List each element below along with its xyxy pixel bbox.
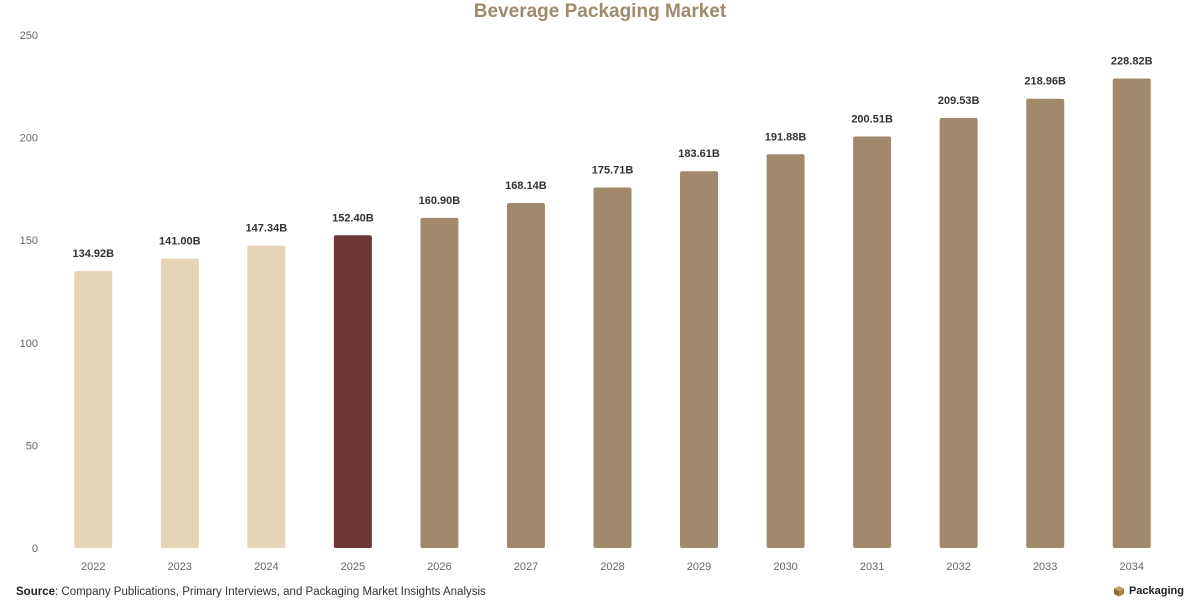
data-label: 209.53B [938,95,980,107]
chart-title: Beverage Packaging Market [473,1,727,22]
data-label: 200.51B [851,114,893,126]
data-label: 175.71B [592,164,634,176]
x-tick-label: 2032 [946,561,970,573]
data-label: 191.88B [765,131,807,143]
data-label: 168.14B [505,180,547,192]
x-tick-label: 2033 [1033,561,1057,573]
x-tick-label: 2030 [773,561,797,573]
data-label: 147.34B [246,223,288,235]
y-tick-label: 100 [20,338,38,350]
x-tick-label: 2022 [81,561,105,573]
x-tick-label: 2026 [427,561,451,573]
data-label: 183.61B [678,148,720,160]
data-label: 218.96B [1024,76,1066,88]
y-tick-label: 250 [20,30,38,42]
bar-2034 [1112,78,1151,548]
bar-2028 [593,187,632,548]
source-text: : Company Publications, Primary Intervie… [55,586,486,598]
data-label: 141.00B [159,236,201,248]
x-tick-label: 2023 [168,561,192,573]
y-tick-label: 150 [20,235,38,247]
x-tick-label: 2028 [600,561,624,573]
y-tick-label: 50 [26,440,38,452]
bar-2027 [506,202,545,548]
bar-2031 [853,136,892,549]
data-label: 134.92B [72,248,114,260]
x-tick-label: 2029 [687,561,711,573]
bar-2026 [420,217,459,549]
x-tick-label: 2031 [860,561,884,573]
bar-2029 [680,171,719,548]
bar-chart: 0 50 100 150 200 250 134.92B 2022 141.00B 2023 147… [20,30,1153,573]
y-tick-label: 200 [20,133,38,145]
bar-2022 [74,271,113,548]
data-label: 152.40B [332,212,374,224]
bar-2030 [766,154,805,548]
bar-2024 [247,245,286,548]
bar-2033 [1026,98,1065,548]
source-label: Source [16,586,55,598]
packaging-box-icon [1113,586,1124,597]
data-label: 228.82B [1111,55,1153,67]
x-tick-label: 2024 [254,561,278,573]
bar-2032 [939,118,978,549]
brand-name: Packaging [1128,585,1184,597]
x-tick-label: 2034 [1119,561,1143,573]
y-tick-label: 0 [32,543,38,555]
data-label: 160.90B [419,195,461,207]
x-tick-label: 2027 [514,561,538,573]
source-note: Source: Company Publications, Primary In… [16,586,486,598]
brand-logo-block: Packaging [1113,585,1184,597]
bar-2025 [333,235,372,548]
x-tick-label: 2025 [341,561,365,573]
bar-2023 [160,258,199,548]
